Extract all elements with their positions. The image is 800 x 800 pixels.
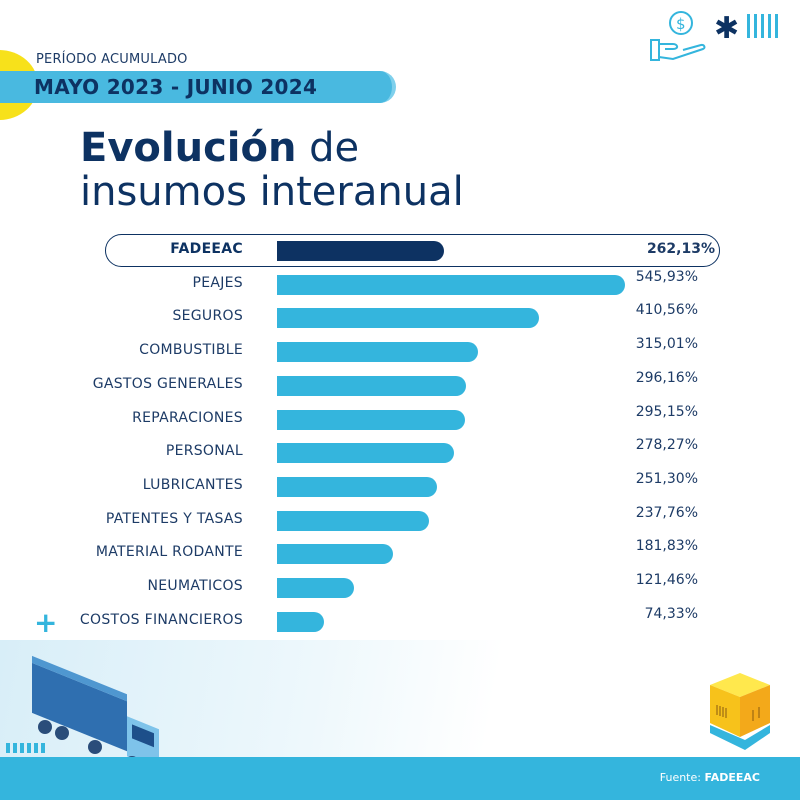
title-bold: Evolución: [80, 125, 297, 171]
bar: [277, 443, 455, 464]
source-value: FADEEAC: [704, 771, 760, 784]
bar: [277, 611, 325, 632]
fadeeac-highlight-frame: [105, 234, 720, 267]
asterisk-logo-icon: ✱: [714, 11, 778, 46]
bar-row: REPARACIONES 295,15%: [0, 404, 800, 432]
source-note: Fuente: FADEEAC: [660, 771, 760, 784]
period-band: [0, 71, 396, 103]
truck-illustration: [6, 655, 159, 770]
bar-row: MATERIAL RODANTE 181,83%: [0, 538, 800, 566]
bar: [277, 476, 438, 497]
category-label: FADEEAC: [170, 241, 243, 257]
bar-row: COSTOS FINANCIEROS 74,33%: [0, 606, 800, 634]
category-label: LUBRICANTES: [142, 476, 243, 493]
value-label: 262,13%: [646, 241, 715, 257]
bar: [277, 308, 539, 329]
top-icons: $ ✱: [650, 11, 778, 61]
value-label: 315,01%: [635, 336, 698, 353]
bar: [277, 578, 355, 598]
bar-row: GASTOS GENERALES 296,16%: [0, 370, 800, 398]
svg-text:✱: ✱: [714, 11, 739, 46]
bar: [277, 342, 478, 363]
value-label: 296,16%: [635, 369, 698, 386]
bar-row: NEUMATICOS 121,46%: [0, 572, 800, 600]
category-label: SEGUROS: [172, 308, 243, 325]
bar: [277, 274, 625, 295]
value-label: 545,93%: [635, 268, 698, 285]
source-label: Fuente:: [659, 771, 705, 784]
bar-row: PEAJES 545,93%: [0, 269, 800, 297]
hand-coin-icon: $: [650, 11, 706, 61]
category-label: PATENTES Y TASAS: [105, 510, 243, 527]
svg-text:$: $: [676, 15, 686, 33]
bar-row: PATENTES Y TASAS 237,76%: [0, 505, 800, 533]
title-rest: de: [296, 125, 360, 171]
bar-row: FADEEAC 262,13%: [0, 239, 800, 263]
value-label: 278,27%: [635, 437, 698, 454]
bar: [277, 241, 445, 261]
bar-row: SEGUROS 410,56%: [0, 302, 800, 330]
period-value: MAYO 2023 - JUNIO 2024: [34, 75, 318, 99]
period-label: PERÍODO ACUMULADO: [36, 52, 188, 67]
bar: [277, 510, 429, 531]
bar: [277, 409, 466, 430]
category-label: NEUMATICOS: [147, 578, 243, 594]
plus-icon: +: [34, 606, 58, 639]
page-title: Evolución de insumos interanual: [80, 126, 464, 214]
value-label: 251,30%: [635, 470, 698, 487]
bar: [277, 375, 466, 396]
value-label: 237,76%: [635, 504, 698, 521]
category-label: GASTOS GENERALES: [92, 375, 243, 392]
category-label: PEAJES: [192, 274, 243, 291]
bar: [277, 544, 393, 565]
footer-band: [0, 757, 800, 800]
value-label: 410,56%: [635, 302, 698, 319]
bar-row: PERSONAL 278,27%: [0, 437, 800, 465]
bar-row: LUBRICANTES 251,30%: [0, 471, 800, 499]
value-label: 121,46%: [635, 572, 698, 588]
bar-row: COMBUSTIBLE 315,01%: [0, 336, 800, 364]
category-label: MATERIAL RODANTE: [95, 544, 243, 561]
title-line2: insumos interanual: [80, 169, 464, 215]
value-label: 181,83%: [635, 538, 698, 555]
value-label: 295,15%: [635, 403, 698, 420]
category-label: PERSONAL: [165, 443, 243, 460]
value-label: 74,33%: [644, 605, 698, 622]
category-label: COMBUSTIBLE: [139, 342, 243, 359]
category-label: COSTOS FINANCIEROS: [79, 611, 243, 628]
category-label: REPARACIONES: [132, 409, 243, 426]
box-pallet-illustration: [710, 673, 770, 750]
